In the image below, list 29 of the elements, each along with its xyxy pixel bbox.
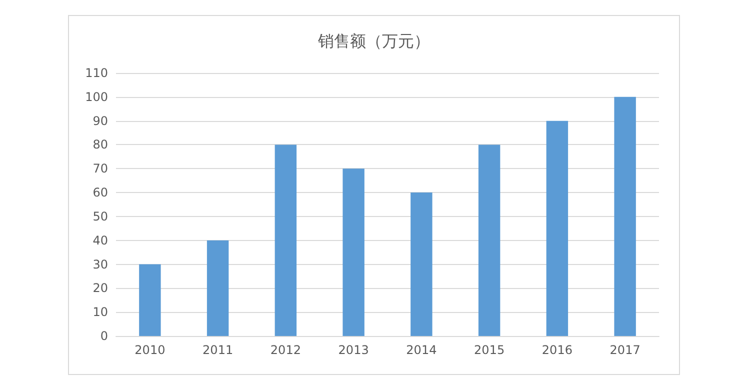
bar <box>410 192 432 336</box>
x-tick-label: 2014 <box>406 343 437 357</box>
y-tick-label: 10 <box>92 305 108 320</box>
x-tick-label: 2011 <box>202 343 234 357</box>
y-tick-label: 50 <box>92 209 108 224</box>
x-tick-label: 2017 <box>610 343 640 357</box>
y-tick-label: 80 <box>92 138 108 152</box>
y-tick-label: 40 <box>92 233 108 248</box>
x-tick-label: 2010 <box>134 343 166 357</box>
bar <box>206 240 229 336</box>
y-tick-label: 60 <box>92 186 108 200</box>
x-tick-label: 2012 <box>270 343 301 357</box>
y-tick-label: 110 <box>85 66 108 80</box>
bar <box>274 144 297 336</box>
x-tick-label: 2013 <box>338 343 369 357</box>
bar <box>139 264 161 336</box>
y-tick-label: 20 <box>92 281 108 296</box>
chart-title: 销售额（万元） <box>317 32 430 50</box>
y-tick-label: 70 <box>92 162 108 176</box>
bar <box>478 144 500 336</box>
bar <box>546 120 568 336</box>
bar <box>614 96 636 336</box>
x-tick-label: 2016 <box>542 343 572 357</box>
bar <box>342 168 364 336</box>
y-tick-label: 90 <box>92 114 108 128</box>
y-tick-label: 0 <box>100 329 108 343</box>
y-tick-label: 100 <box>85 90 108 104</box>
x-tick-label: 2015 <box>474 343 505 357</box>
y-tick-label: 30 <box>92 257 108 272</box>
